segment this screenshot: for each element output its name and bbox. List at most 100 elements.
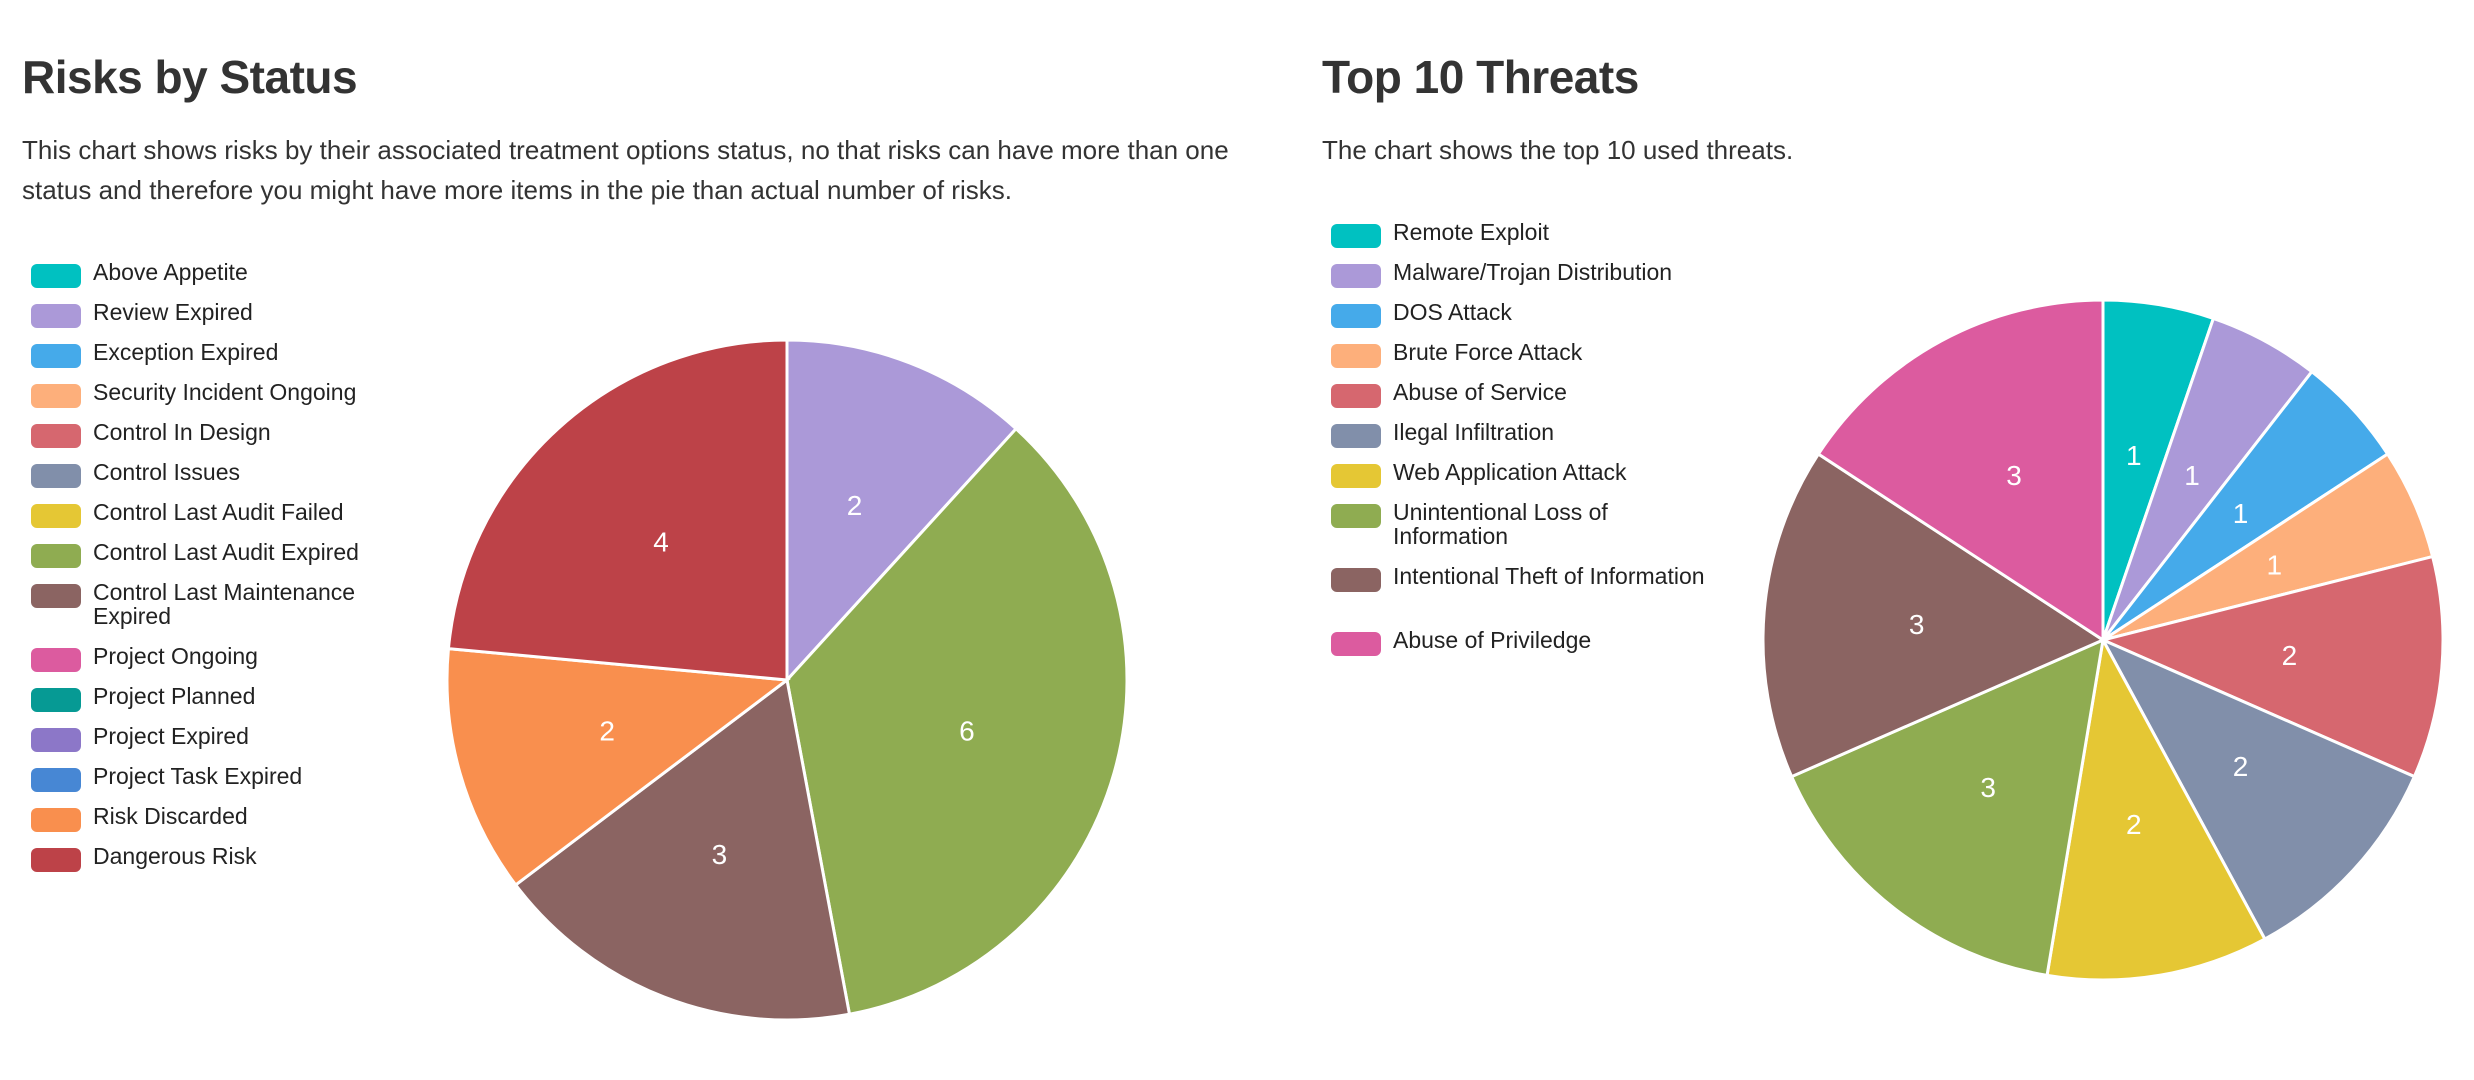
legend-item[interactable]: Brute Force Attack	[1331, 340, 1711, 380]
pie-slice[interactable]	[446, 338, 789, 682]
legend-label: Brute Force Attack	[1393, 339, 1583, 365]
legend-item[interactable]: Project Expired	[31, 724, 391, 764]
legend-label: Control Last Audit Expired	[93, 539, 359, 565]
top-10-threats-title: Top 10 Threats	[1322, 51, 1639, 103]
legend-item[interactable]: Dangerous Risk	[31, 844, 391, 884]
legend-item[interactable]: Abuse of Service	[1331, 380, 1711, 420]
legend-label: Malware/Trojan Distribution	[1393, 259, 1673, 285]
legend-label: Web Application Attack	[1393, 459, 1627, 485]
slice-value-label: 2	[847, 490, 863, 521]
slice-value-label: 1	[2266, 549, 2282, 580]
legend-label: Control In Design	[93, 419, 271, 445]
legend-label: Control Issues	[93, 459, 241, 485]
legend-item[interactable]: Unintentional Loss of Information	[1331, 500, 1711, 564]
pie-slice[interactable]	[785, 338, 1019, 684]
legend-label: Security Incident Ongoing	[93, 379, 357, 405]
slice-value-label: 3	[1909, 609, 1925, 640]
pie-slice[interactable]	[445, 646, 791, 887]
legend-label: Control Last Maintenance Expired	[93, 579, 356, 629]
legend-item[interactable]: Intentional Theft of Information	[1331, 564, 1711, 628]
pie-slice[interactable]	[2099, 636, 2417, 942]
legend-swatch	[31, 808, 81, 832]
legend-item[interactable]: Malware/Trojan Distribution	[1331, 260, 1711, 300]
legend-item[interactable]: Security Incident Ongoing	[31, 380, 391, 420]
legend-item[interactable]: Control Issues	[31, 460, 391, 500]
slice-value-label: 1	[2233, 498, 2249, 529]
legend-item[interactable]: Project Task Expired	[31, 764, 391, 804]
legend-item[interactable]: Above Appetite	[31, 260, 391, 300]
legend-swatch	[1331, 224, 1381, 248]
legend-label: Above Appetite	[93, 259, 248, 285]
legend-swatch	[31, 544, 81, 568]
slice-value-label: 6	[959, 716, 975, 747]
slice-value-label: 2	[2233, 751, 2249, 782]
legend-swatch	[1331, 632, 1381, 656]
legend-item[interactable]: Control Last Audit Failed	[31, 500, 391, 540]
pie-slice[interactable]	[1789, 637, 2105, 978]
legend-swatch	[31, 464, 81, 488]
legend-item[interactable]: Risk Discarded	[31, 804, 391, 844]
legend-swatch	[31, 504, 81, 528]
slice-value-label: 3	[1980, 772, 1996, 803]
legend-label: Unintentional Loss of Information	[1393, 499, 1608, 549]
legend-swatch	[1331, 304, 1381, 328]
slice-value-label: 4	[653, 526, 669, 557]
legend-swatch	[31, 264, 81, 288]
legend-item[interactable]: DOS Attack	[1331, 300, 1711, 340]
legend-item[interactable]: Review Expired	[31, 300, 391, 340]
legend-item[interactable]: Abuse of Priviledge	[1331, 628, 1711, 668]
legend-item[interactable]: Remote Exploit	[1331, 220, 1711, 260]
legend-swatch	[1331, 384, 1381, 408]
legend-swatch	[31, 648, 81, 672]
legend-item[interactable]: Web Application Attack	[1331, 460, 1711, 500]
legend-swatch	[1331, 424, 1381, 448]
top-10-threats-panel: Top 10 Threats The chart shows the top 1…	[1300, 0, 2474, 1080]
pie-slice[interactable]	[1816, 298, 2105, 643]
legend-label: Abuse of Priviledge	[1393, 627, 1592, 653]
pie-slice[interactable]	[785, 426, 1129, 1016]
slice-value-label: 3	[2006, 460, 2022, 491]
slice-value-label: 2	[599, 716, 615, 747]
pie-slice[interactable]	[513, 677, 852, 1022]
risks-by-status-pie: 2 6 3 2 4	[445, 338, 1129, 1022]
risks-by-status-description: This chart shows risks by their associat…	[22, 135, 1229, 205]
legend-label: Dangerous Risk	[93, 843, 257, 869]
legend-label: Project Task Expired	[93, 763, 303, 789]
legend-swatch	[31, 384, 81, 408]
legend-label: Exception Expired	[93, 339, 279, 365]
legend-label: Review Expired	[93, 299, 253, 325]
legend-label: Remote Exploit	[1393, 219, 1549, 245]
legend-swatch	[31, 768, 81, 792]
legend-swatch	[31, 584, 81, 608]
risks-by-status-legend: Above Appetite Review Expired Exception Ex…	[31, 260, 391, 884]
pie-slice[interactable]	[2098, 554, 2445, 779]
legend-swatch	[1331, 264, 1381, 288]
top-10-threats-legend: Remote Exploit Malware/Trojan Distributio…	[1331, 220, 1711, 668]
legend-swatch	[1331, 344, 1381, 368]
legend-swatch	[31, 344, 81, 368]
legend-label: Intentional Theft of Information	[1393, 563, 1705, 589]
legend-item[interactable]: Control In Design	[31, 420, 391, 460]
legend-item[interactable]: Ilegal Infiltration	[1331, 420, 1711, 460]
legend-label: Project Planned	[93, 683, 256, 709]
legend-swatch	[31, 688, 81, 712]
legend-item[interactable]: Project Planned	[31, 684, 391, 724]
pie-slice[interactable]	[2045, 635, 2267, 982]
legend-swatch	[31, 424, 81, 448]
pie-slice[interactable]	[1761, 451, 2107, 779]
legend-swatch	[31, 728, 81, 752]
legend-swatch	[31, 304, 81, 328]
slice-value-label: 1	[2184, 460, 2200, 491]
legend-item[interactable]: Project Ongoing	[31, 644, 391, 684]
legend-item[interactable]: Exception Expired	[31, 340, 391, 380]
slice-value-label: 3	[712, 839, 728, 870]
legend-item[interactable]: Control Last Audit Expired	[31, 540, 391, 580]
slice-value-label: 1	[2126, 440, 2142, 471]
legend-label: Control Last Audit Failed	[93, 499, 344, 525]
legend-label: Ilegal Infiltration	[1393, 419, 1555, 445]
legend-swatch	[31, 848, 81, 872]
risks-by-status-panel: Risks by Status This chart shows risks b…	[22, 51, 1229, 1022]
legend-item[interactable]: Control Last Maintenance Expired	[31, 580, 391, 644]
legend-swatch	[1331, 464, 1381, 488]
